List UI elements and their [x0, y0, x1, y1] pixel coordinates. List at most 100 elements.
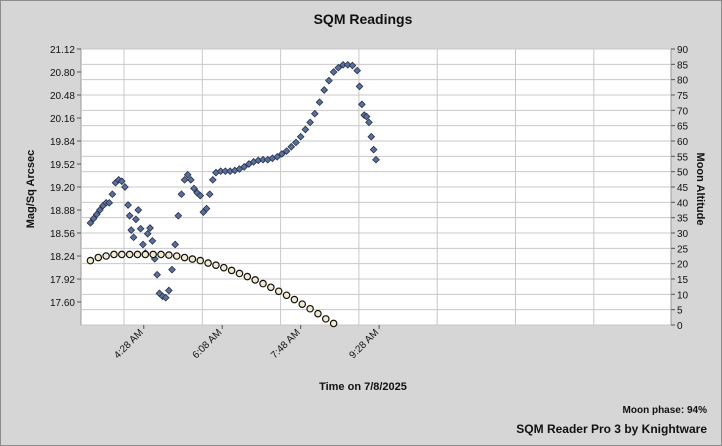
moon-altitude-point	[282, 291, 291, 300]
y-tick-label: 17.60	[50, 298, 75, 309]
y-axis-label: Mag/Sq Arcsec	[25, 150, 37, 228]
y2-tick-label: 55	[677, 152, 689, 163]
sqm-point	[92, 210, 101, 219]
moon-altitude-point	[180, 253, 189, 262]
y2-tick-label: 30	[677, 229, 689, 240]
y2-tick-label: 80	[677, 76, 689, 87]
sqm-point	[168, 265, 176, 274]
sqm-point	[117, 177, 126, 186]
moon-altitude-point	[172, 252, 181, 260]
moon-altitude-point	[219, 263, 228, 272]
sqm-point	[196, 191, 205, 200]
sqm-point	[355, 82, 364, 91]
x-tick-label: 7:48 AM	[269, 327, 303, 361]
sqm-point	[171, 240, 180, 249]
sqm-point	[165, 286, 173, 295]
moon-phase-text: Moon phase: 94%	[623, 405, 708, 416]
moon-altitude-point	[243, 272, 252, 281]
moon-altitude-point	[204, 259, 212, 267]
y2-tick-label: 25	[677, 244, 689, 255]
y-tick-label: 17.92	[50, 275, 75, 286]
sqm-point	[277, 150, 286, 158]
sqm-point	[372, 155, 380, 164]
moon-altitude-point	[117, 250, 126, 259]
sqm-point	[205, 190, 214, 199]
moon-altitude-point	[86, 256, 95, 265]
y2-tick-label: 90	[677, 45, 689, 56]
moon-altitude-point	[235, 269, 244, 278]
sqm-point	[143, 229, 152, 238]
y-tick-label: 19.20	[50, 183, 75, 194]
sqm-point	[174, 211, 183, 220]
sqm-point	[315, 98, 324, 107]
sqm-point	[348, 61, 357, 70]
moon-altitude-point	[196, 256, 205, 265]
sqm-point	[287, 142, 296, 151]
chart-title: SQM Readings	[314, 11, 413, 27]
sqm-point	[296, 132, 305, 141]
sqm-point	[186, 175, 195, 184]
moon-altitude-point	[251, 276, 259, 284]
y2-tick-label: 65	[677, 122, 689, 133]
sqm-point	[108, 190, 117, 199]
sqm-point	[121, 183, 129, 191]
moon-altitude-point	[125, 250, 134, 259]
x-tick-label: 9:28 AM	[348, 327, 382, 361]
moon-altitude-point	[274, 287, 283, 296]
sqm-point	[134, 206, 143, 214]
sqm-point	[180, 175, 189, 184]
sqm-point	[358, 100, 366, 109]
sqm-point	[127, 226, 136, 234]
y-tick-label: 18.56	[50, 229, 75, 240]
sqm-point	[153, 270, 161, 279]
x-tick-label: 4:28 AM	[112, 327, 146, 361]
sqm-point	[301, 125, 310, 134]
sqm-point	[273, 152, 282, 161]
moon-altitude-point	[298, 300, 307, 308]
sqm-point	[240, 163, 249, 171]
moon-altitude-point	[149, 250, 157, 259]
moon-altitude-series	[86, 250, 338, 328]
y2-tick-label: 40	[677, 198, 689, 209]
sqm-point	[292, 138, 300, 147]
grid-lines	[81, 48, 671, 326]
y2-tick-label: 15	[677, 275, 689, 286]
y-tick-label: 20.48	[50, 91, 75, 102]
y2-tick-label: 5	[677, 306, 683, 317]
y2-tick-label: 10	[677, 290, 689, 301]
sqm-point	[329, 68, 338, 76]
y2-tick-label: 70	[677, 106, 689, 117]
sqm-point	[282, 147, 291, 155]
moon-altitude-point	[133, 250, 142, 259]
y-tick-label: 19.84	[50, 137, 75, 148]
sqm-point	[89, 214, 98, 223]
y2-tick-label: 50	[677, 168, 689, 179]
y-tick-label: 18.24	[50, 252, 75, 263]
y-tick-label: 18.88	[50, 206, 75, 217]
moon-altitude-point	[102, 252, 110, 260]
moon-altitude-point	[141, 250, 150, 259]
x-axis-ticks: 4:28 AM 6:08 AM 7:48 AM 9:28 AM	[112, 325, 381, 361]
y2-axis-label: Moon Altitude	[694, 153, 706, 226]
sqm-point	[139, 240, 147, 249]
sqm-point	[306, 118, 314, 127]
moon-altitude-point	[259, 279, 267, 288]
sqm-point	[105, 198, 114, 207]
sqm-point	[367, 132, 376, 141]
moon-altitude-point	[290, 295, 299, 304]
moon-altitude-point	[329, 319, 338, 328]
y2-tick-label: 75	[677, 91, 689, 102]
sqm-point	[136, 224, 145, 233]
moon-altitude-point	[157, 250, 165, 259]
sqm-point	[362, 112, 371, 121]
sqm-point	[310, 109, 319, 118]
sqm-point	[365, 118, 373, 127]
moon-altitude-point	[94, 253, 103, 262]
y-tick-label: 19.52	[50, 160, 75, 171]
sqm-point	[320, 86, 329, 94]
sqm-point	[124, 201, 132, 209]
y2-tick-label: 35	[677, 214, 689, 225]
sqm-point	[183, 170, 192, 179]
